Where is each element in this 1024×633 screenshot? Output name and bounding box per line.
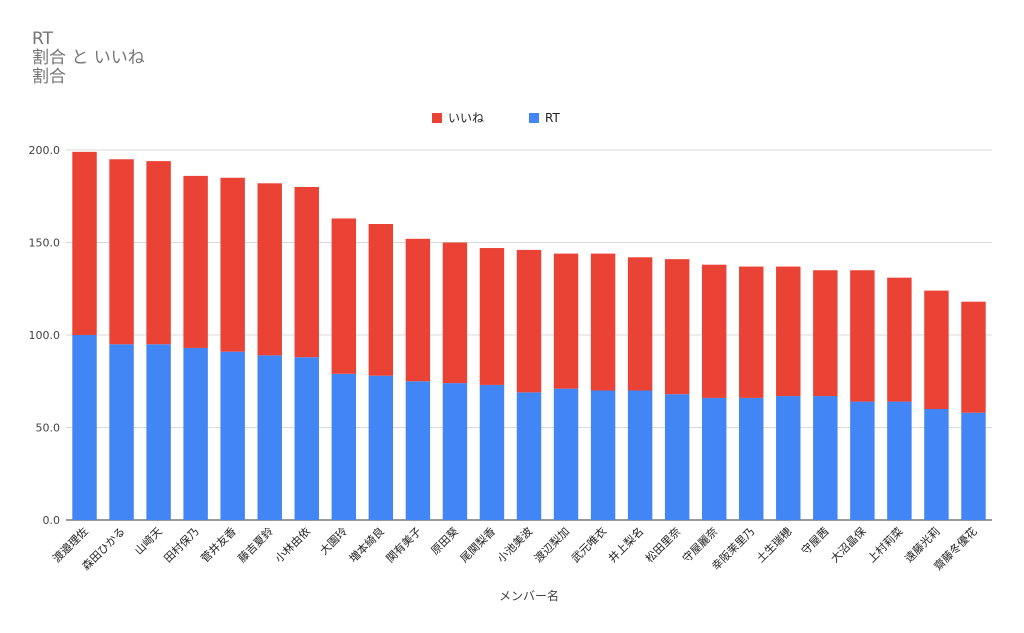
legend-swatch-1 (529, 113, 539, 123)
bar-like-9 (405, 238, 431, 382)
chart-title: RT 割合 と いいね 割合 (32, 29, 145, 87)
x-tick-label: 小林由依 (272, 524, 313, 565)
bar-rt-3 (183, 347, 208, 520)
x-tick-label: 小池美波 (495, 525, 535, 565)
x-tick-label: 大園玲 (317, 524, 350, 557)
y-tick-label: 50.0 (36, 422, 61, 435)
bar-like-5 (257, 183, 282, 356)
bar-rt-7 (331, 373, 357, 520)
x-tick-label: 山﨑天 (131, 524, 164, 557)
bar-rt-19 (776, 396, 801, 520)
bar-rt-2 (146, 344, 171, 520)
bar-like-10 (442, 242, 468, 384)
bar-rt-5 (257, 355, 282, 520)
x-tick-label: 菅井友香 (198, 524, 239, 565)
bar-like-2 (146, 161, 171, 345)
legend-label-1: RT (545, 111, 560, 125)
x-tick-label: 上村莉菜 (865, 524, 906, 565)
bar-rt-14 (590, 390, 616, 520)
legend-label-0: いいね (448, 111, 484, 125)
bar-like-21 (850, 270, 875, 402)
bar-rt-6 (294, 357, 319, 520)
bar-rt-22 (887, 401, 912, 520)
bar-like-15 (627, 257, 653, 391)
bar-rt-17 (701, 397, 727, 520)
x-tick-label: 原田葵 (429, 525, 462, 558)
x-tick-label: 松田里奈 (642, 524, 683, 565)
bar-rt-16 (664, 394, 690, 520)
bar-like-20 (813, 270, 838, 397)
bar-like-3 (183, 175, 208, 348)
bar-rt-18 (739, 397, 764, 520)
bar-like-11 (479, 248, 505, 385)
bar-rt-11 (479, 384, 505, 520)
bar-like-16 (664, 259, 690, 395)
bar-like-22 (887, 277, 912, 402)
bar-rt-10 (442, 383, 468, 520)
bar-like-14 (590, 253, 616, 391)
y-tick-label: 200.0 (29, 144, 61, 157)
bar-rt-21 (850, 401, 875, 520)
x-tick-label: 尾関梨香 (457, 524, 498, 565)
bar-rt-8 (368, 375, 394, 520)
bar-like-18 (739, 266, 764, 398)
bar-like-0 (72, 151, 97, 335)
bar-rt-15 (627, 390, 653, 520)
bar-rt-23 (924, 409, 949, 520)
bar-rt-13 (553, 388, 579, 520)
bar-rt-9 (405, 381, 431, 520)
bar-like-17 (701, 264, 727, 398)
x-tick-label: 守屋茜 (798, 524, 831, 557)
bar-rt-1 (109, 344, 134, 520)
bar-like-24 (961, 301, 986, 413)
x-tick-label: 渡辺梨加 (531, 524, 572, 565)
bar-like-23 (924, 290, 949, 409)
bar-rt-12 (516, 392, 542, 520)
bar-like-1 (109, 159, 134, 345)
y-tick-label: 0.0 (43, 514, 61, 527)
bar-rt-4 (220, 351, 245, 520)
y-tick-label: 150.0 (29, 237, 61, 250)
x-tick-label: 武元唯衣 (568, 524, 609, 565)
bar-like-12 (516, 249, 542, 393)
y-tick-label: 100.0 (29, 329, 61, 342)
bar-like-6 (294, 187, 319, 358)
bar-like-13 (553, 253, 579, 389)
bar-like-8 (368, 224, 394, 376)
x-tick-label: 土生瑞穂 (753, 524, 794, 565)
x-tick-label: 井上梨名 (605, 524, 646, 565)
bar-rt-24 (961, 412, 986, 520)
legend-swatch-0 (432, 113, 442, 123)
bar-like-4 (220, 177, 245, 352)
x-tick-label: 田村保乃 (161, 524, 202, 565)
bar-like-19 (776, 266, 801, 397)
bar-like-7 (331, 218, 357, 374)
x-tick-label: 関有美子 (383, 524, 424, 565)
x-tick-label: 大沼晶保 (827, 524, 868, 565)
x-axis-title: メンバー名 (499, 588, 559, 603)
bar-rt-0 (72, 335, 97, 520)
x-tick-label: 藤吉夏鈴 (235, 524, 276, 565)
x-tick-label: 増本綺良 (346, 524, 387, 565)
bar-rt-20 (813, 396, 838, 520)
